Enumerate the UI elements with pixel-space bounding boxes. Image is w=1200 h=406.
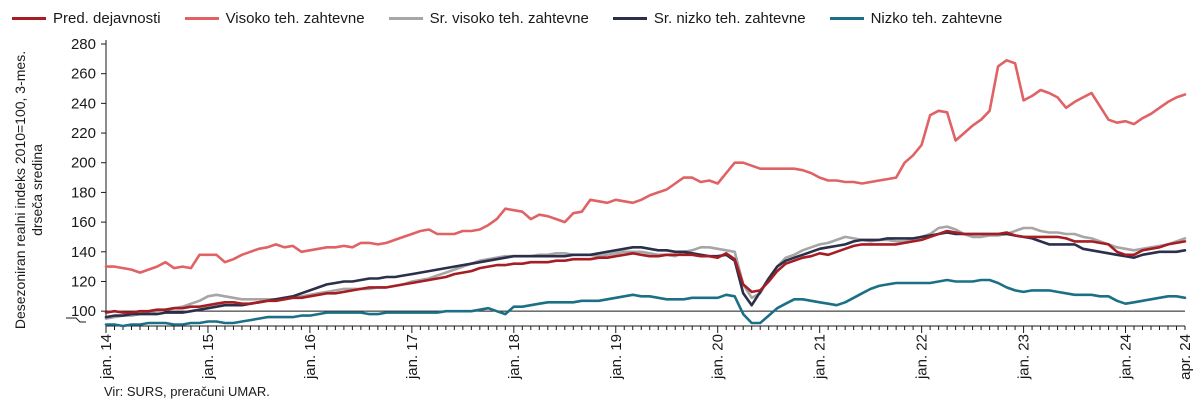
- legend-swatch: [829, 16, 864, 20]
- legend-item: Sr. visoko teh. zahtevne: [388, 9, 589, 27]
- x-tick-label: jan. 23: [1016, 334, 1033, 380]
- x-tick-label: apr. 24: [1177, 334, 1194, 380]
- y-tick-label: 260: [71, 66, 96, 83]
- source-note: Vir: SURS, preračuni UMAR.: [104, 384, 270, 399]
- x-tick-label: jan. 17: [404, 334, 421, 380]
- x-tick-label: jan. 20: [710, 334, 727, 380]
- legend-swatch: [612, 16, 647, 20]
- y-tick-label: 120: [71, 273, 96, 290]
- y-tick-label: 160: [71, 214, 96, 231]
- x-tick-label: jan. 14: [98, 334, 115, 380]
- x-tick-label: jan. 24: [1118, 334, 1135, 380]
- legend-label: Visoko teh. zahtevne: [225, 9, 365, 27]
- x-tick-label: jan. 21: [812, 334, 829, 380]
- x-tick-label: jan. 19: [608, 334, 625, 380]
- series-line: [104, 278, 1187, 328]
- y-tick-label: 220: [71, 125, 96, 142]
- legend-swatch: [388, 16, 423, 20]
- legend-label: Sr. nizko teh. zahtevne: [653, 9, 806, 27]
- series-line: [104, 225, 1187, 320]
- y-tick-label: 140: [71, 244, 96, 261]
- legend-swatch: [12, 16, 46, 20]
- legend-label: Pred. dejavnosti: [53, 9, 161, 27]
- y-tick-label: 240: [71, 95, 96, 112]
- legend-item: Nizko teh. zahtevne: [829, 9, 1003, 27]
- chart-legend: Pred. dejavnosti Visoko teh. zahtevne Sr. …: [12, 6, 1026, 30]
- series-line: [104, 229, 1187, 314]
- legend-label: Nizko teh. zahtevne: [870, 9, 1003, 27]
- legend-label: Sr. visoko teh. zahtevne: [429, 9, 589, 27]
- x-tick-label: jan. 22: [914, 334, 931, 380]
- x-tick-label: jan. 18: [506, 334, 523, 380]
- x-tick-label: jan. 15: [200, 334, 217, 380]
- legend-item: Pred. dejavnosti: [12, 10, 161, 27]
- x-tick-label: jan. 16: [302, 334, 319, 380]
- legend-item: Visoko teh. zahtevne: [184, 9, 365, 27]
- y-axis-break: [66, 317, 86, 323]
- series-line: [104, 58, 1187, 274]
- y-tick-label: 100: [71, 303, 96, 320]
- y-tick-label: 200: [71, 155, 96, 172]
- series-line: [104, 231, 1187, 319]
- y-tick-label: 280: [71, 36, 96, 53]
- legend-swatch: [184, 16, 219, 20]
- legend-item: Sr. nizko teh. zahtevne: [612, 9, 806, 27]
- y-tick-label: 180: [71, 184, 96, 201]
